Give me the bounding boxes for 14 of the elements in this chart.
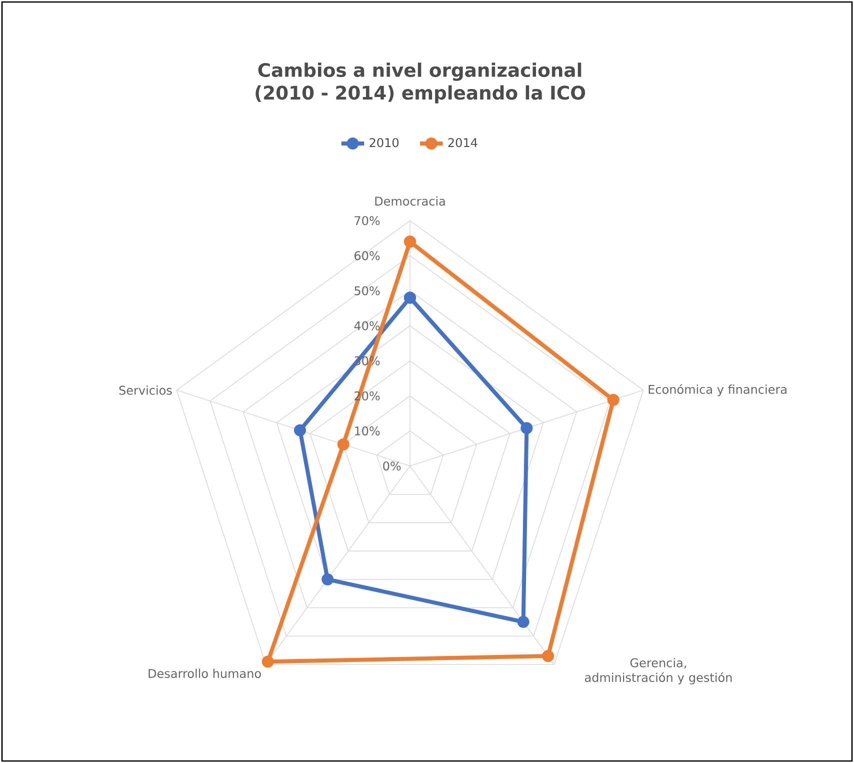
legend-label: 2014	[448, 138, 478, 148]
y-tick-label: 70%	[354, 216, 380, 226]
legend-label: 2010	[370, 138, 399, 148]
y-tick-label: 50%	[354, 286, 380, 296]
spoke-label: Gerencia, administración y gestión	[584, 658, 732, 684]
y-tick-label: 10%	[355, 426, 380, 436]
spoke-label: Desarrollo humano	[148, 668, 261, 678]
spoke-label: Democracia	[375, 196, 445, 206]
y-tick-label: 60%	[354, 251, 380, 260]
spoke-label: Servicios	[119, 386, 172, 395]
chart-title: Cambios a nivel organizacional (2010 - 2014) empleando la ICO	[256, 62, 586, 104]
y-tick-label: 40%	[354, 321, 380, 330]
spoke-label: Económica y financiera	[648, 384, 786, 396]
y-tick-label: 0%	[383, 461, 401, 471]
